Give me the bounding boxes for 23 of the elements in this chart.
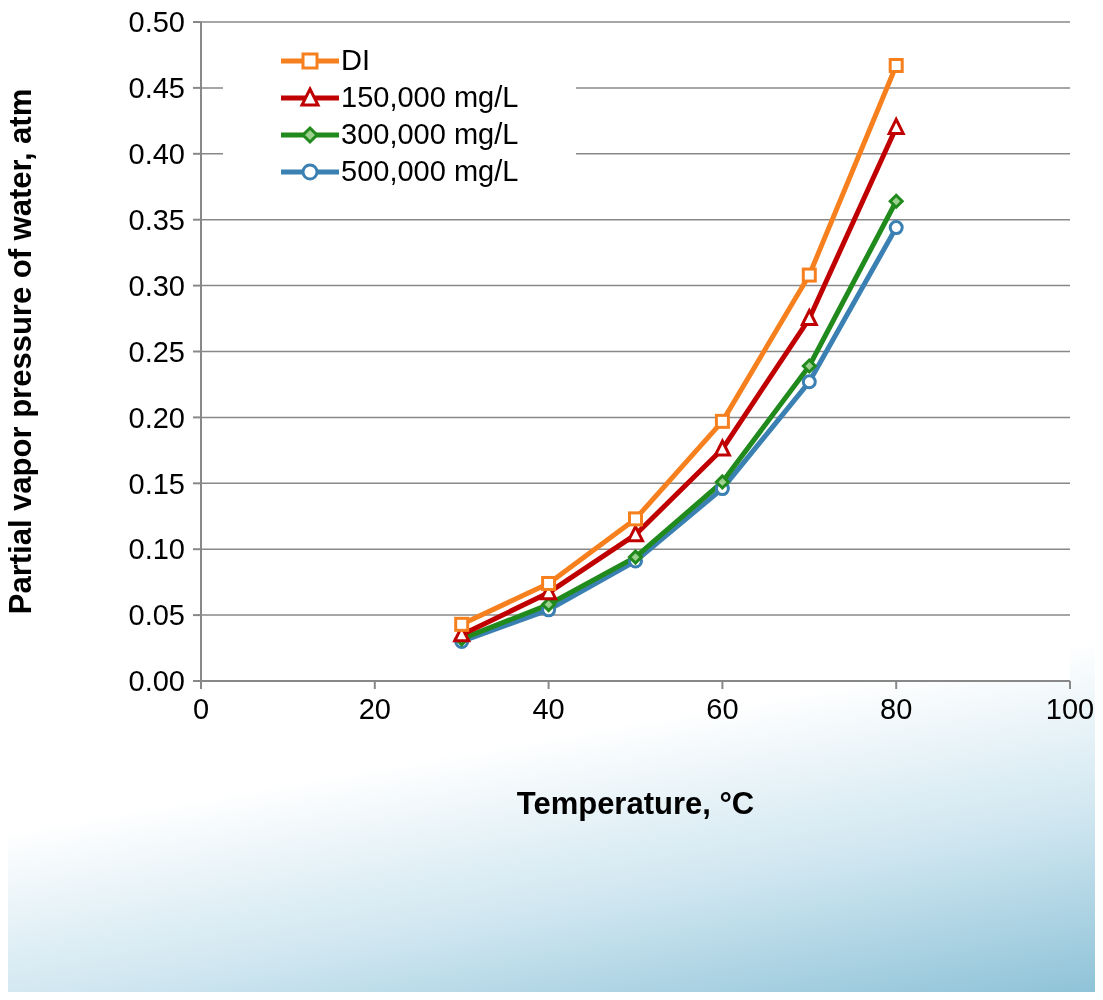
legend-label: 500,000 mg/L <box>341 155 519 188</box>
x-axis-title: Temperature, °C <box>516 786 755 821</box>
x-tick-label: 40 <box>532 693 565 725</box>
y-tick-label: 0.15 <box>128 467 185 500</box>
x-tick-label: 60 <box>706 693 739 725</box>
y-tick-label: 0.20 <box>128 401 185 434</box>
y-tick-label: 0.30 <box>128 269 185 302</box>
x-tick-label: 80 <box>880 693 913 725</box>
legend-label: 150,000 mg/L <box>341 81 519 114</box>
legend-label: 300,000 mg/L <box>341 118 519 151</box>
y-tick-label: 0.10 <box>128 533 185 566</box>
y-tick-label: 0.35 <box>128 203 185 236</box>
legend-label: DI <box>341 44 370 77</box>
x-tick-label: 100 <box>1045 693 1095 725</box>
x-tick-label: 0 <box>192 693 210 725</box>
x-tick-label: 20 <box>358 693 391 725</box>
y-tick-label: 0.25 <box>128 335 185 368</box>
y-tick-label: 0.50 <box>128 6 185 39</box>
y-axis-title: Partial vapor pressure of water, atm <box>3 88 39 615</box>
y-tick-label: 0.40 <box>128 138 185 171</box>
y-tick-label: 0.45 <box>128 72 185 105</box>
y-tick-label: 0.05 <box>128 599 185 632</box>
y-tick-label: 0.00 <box>128 665 185 698</box>
